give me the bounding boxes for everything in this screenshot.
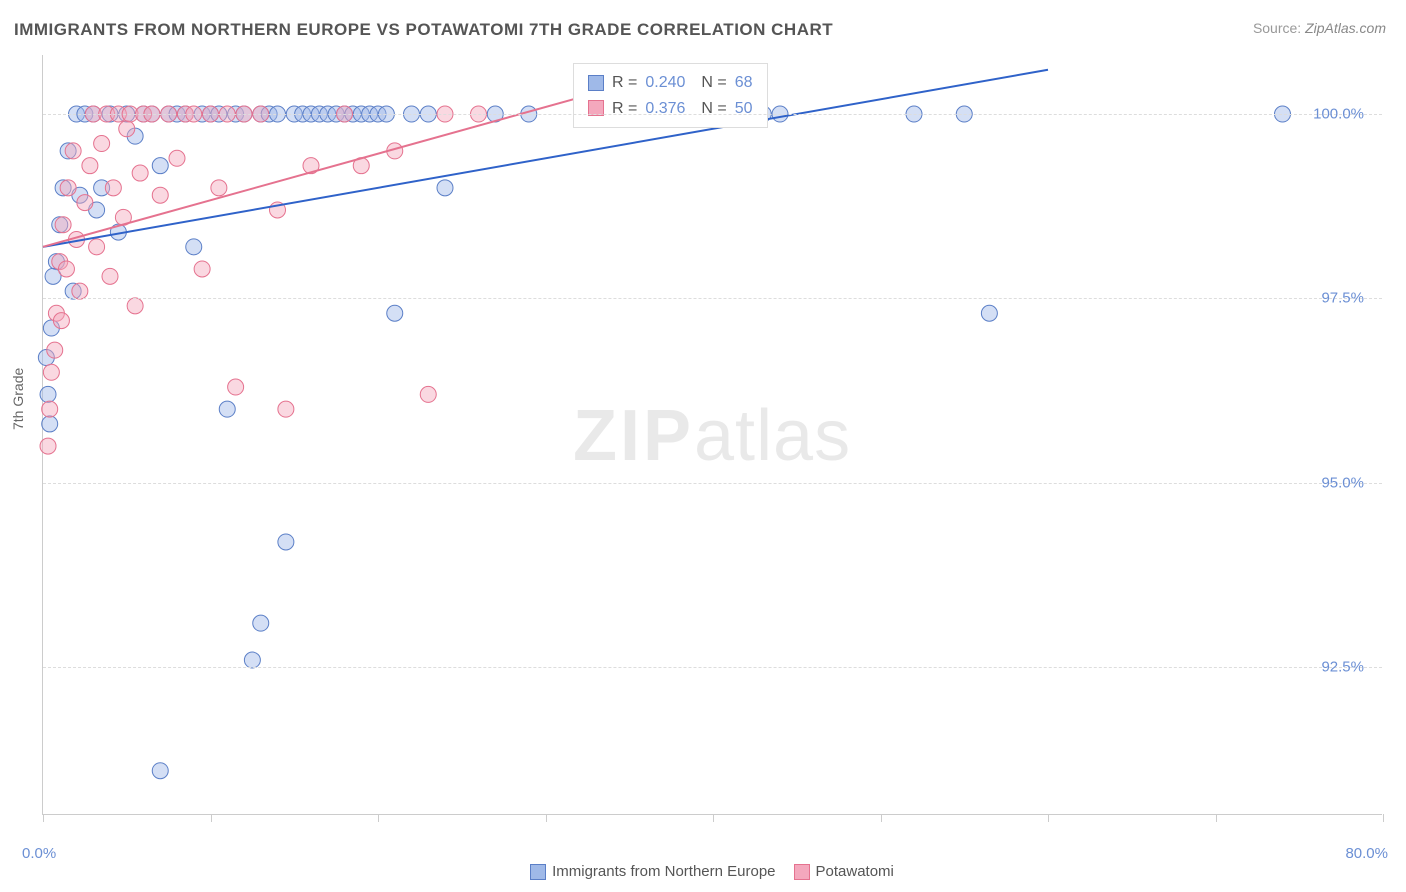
scatter-point [152,763,168,779]
scatter-point [53,313,69,329]
y-tick-label: 100.0% [1313,106,1364,123]
legend-r-value: 0.240 [645,70,685,96]
x-tick [378,814,379,822]
x-tick [713,814,714,822]
x-tick [1216,814,1217,822]
scatter-point [194,261,210,277]
legend-n-label: N = [701,70,726,96]
legend-row: R = 0.376 N = 50 [588,96,753,122]
scatter-point [105,180,121,196]
y-tick-label: 92.5% [1321,659,1364,676]
scatter-point [65,143,81,159]
source-value: ZipAtlas.com [1305,20,1386,36]
scatter-point [127,298,143,314]
scatter-point [278,534,294,550]
gridline-horizontal [43,114,1382,115]
x-tick-label-max: 80.0% [1345,845,1388,862]
x-tick [1048,814,1049,822]
scatter-point [102,268,118,284]
scatter-point [77,195,93,211]
scatter-point [119,121,135,137]
legend-n-label: N = [701,96,726,122]
bottom-legend-label: Potawatomi [816,863,894,880]
legend-r-label: R = [612,96,637,122]
x-tick-label-min: 0.0% [22,845,56,862]
legend-swatch [588,75,604,91]
y-tick-label: 95.0% [1321,474,1364,491]
scatter-point [253,615,269,631]
scatter-point [47,342,63,358]
bottom-legend: Immigrants from Northern Europe Potawatom… [0,863,1406,880]
x-tick [211,814,212,822]
scatter-point [132,165,148,181]
scatter-point [152,187,168,203]
bottom-legend-label: Immigrants from Northern Europe [552,863,775,880]
scatter-point [55,217,71,233]
y-axis-label: 7th Grade [10,368,26,430]
source-label: Source: [1253,20,1301,36]
scatter-point [437,180,453,196]
scatter-point [42,401,58,417]
legend-n-value: 68 [735,70,753,96]
scatter-point [420,386,436,402]
scatter-point [211,180,227,196]
legend-row: R = 0.240 N = 68 [588,70,753,96]
scatter-point [89,239,105,255]
x-tick [546,814,547,822]
legend-n-value: 50 [735,96,753,122]
scatter-point [42,416,58,432]
x-tick [43,814,44,822]
scatter-point [152,158,168,174]
chart-plot-area: R =0.240 N =68R =0.376 N =50 ZIPatlas 92… [42,55,1382,815]
bottom-legend-swatch [794,864,810,880]
x-tick [881,814,882,822]
trend-line [43,70,1048,247]
scatter-point [72,283,88,299]
scatter-point [228,379,244,395]
scatter-point [387,305,403,321]
legend-r-value: 0.376 [645,96,685,122]
scatter-point [94,136,110,152]
scatter-point [40,386,56,402]
y-tick-label: 97.5% [1321,290,1364,307]
scatter-point [58,261,74,277]
scatter-point [43,364,59,380]
chart-title: IMMIGRANTS FROM NORTHERN EUROPE VS POTAW… [14,20,833,40]
scatter-point [40,438,56,454]
scatter-point [278,401,294,417]
scatter-point [60,180,76,196]
correlation-legend-box: R = 0.240 N = 68 R = 0.376 N = 50 [573,63,768,128]
scatter-point [244,652,260,668]
gridline-horizontal [43,483,1382,484]
scatter-point [82,158,98,174]
scatter-svg [43,55,1382,814]
legend-r-label: R = [612,70,637,96]
scatter-point [186,239,202,255]
scatter-point [981,305,997,321]
gridline-horizontal [43,667,1382,668]
source-attribution: Source: ZipAtlas.com [1253,20,1386,36]
x-tick [1383,814,1384,822]
gridline-horizontal [43,298,1382,299]
bottom-legend-swatch [530,864,546,880]
scatter-point [219,401,235,417]
scatter-point [169,150,185,166]
